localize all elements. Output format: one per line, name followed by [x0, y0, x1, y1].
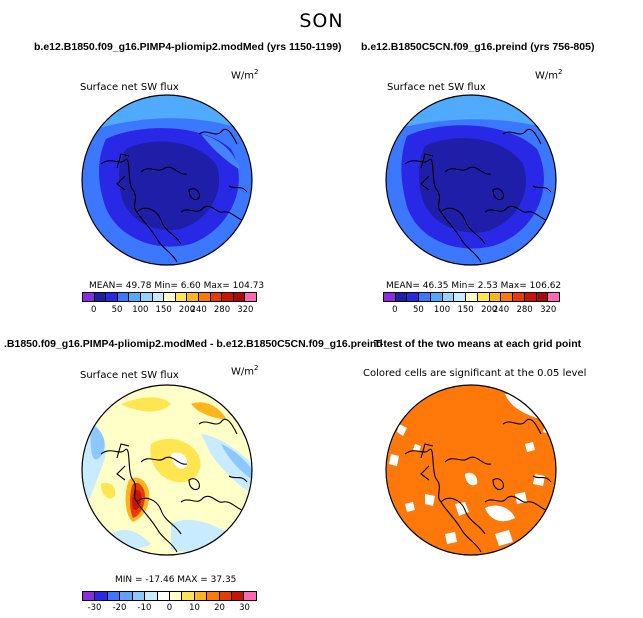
- colorbar-cell: [157, 592, 170, 600]
- colorbar-cell: [489, 293, 502, 301]
- colorbar-ticks-bottom-left: -30 -20 -10 0 10 20 30: [82, 603, 257, 615]
- colorbar-cells-top-left: [82, 292, 257, 302]
- colorbar-tick-label: -10: [137, 603, 152, 613]
- colorbar-tick-label: 20: [214, 603, 225, 613]
- colorbar-cell: [145, 592, 158, 600]
- colorbar-cell: [244, 592, 256, 600]
- colorbar-tick-label: 0: [166, 603, 173, 613]
- panel-title-bottom-right: T-test of the two means at each grid poi…: [374, 338, 582, 350]
- colorbar-cell: [175, 293, 188, 301]
- colorbar-cell: [232, 592, 245, 600]
- colorbar-cell: [501, 293, 514, 301]
- panel-title-top-left: b.e12.B1850.f09_g16.PIMP4-pliomip2.modMe…: [34, 41, 342, 53]
- colorbar-cell: [187, 293, 199, 301]
- colorbar-cell: [198, 293, 211, 301]
- colorbar-cell: [513, 293, 525, 301]
- colorbar-top-right: 0 50 100 150 200 240 280 320: [383, 292, 560, 315]
- colorbar-tick-label: 50: [111, 305, 123, 315]
- units-label-top-right: W/m2: [535, 68, 563, 82]
- colorbar-top-left: 0 50 100 150 200 240 280 320: [82, 292, 257, 315]
- colorbar-tick-label: 0: [392, 305, 398, 315]
- colorbar-tick-label: 320: [237, 305, 254, 315]
- colorbar-cell: [384, 293, 396, 301]
- stats-bottom-left: MIN = -17.46 MAX = 37.35: [115, 575, 237, 585]
- colorbar-tick-label: 240: [190, 305, 207, 315]
- colorbar-cell: [83, 592, 96, 600]
- colorbar-tick-label: 100: [132, 305, 149, 315]
- colorbar-bottom-left: -30 -20 -10 0 10 20 30: [82, 591, 257, 613]
- colorbar-tick-label: 100: [433, 305, 451, 315]
- significance-note: Colored cells are significant at the 0.0…: [363, 368, 587, 379]
- colorbar-cell: [106, 293, 118, 301]
- stats-top-right: MEAN= 46.35 Min= 2.53 Max= 106.62: [386, 281, 562, 291]
- colorbar-cell: [245, 293, 256, 301]
- colorbar-cell: [466, 293, 478, 301]
- colorbar-tick-label: 0: [90, 305, 97, 315]
- colorbar-tick-label: 320: [540, 305, 557, 315]
- colorbar-cell: [182, 592, 195, 600]
- colorbar-cell: [107, 592, 121, 600]
- colorbar-cell: [524, 293, 537, 301]
- variable-label-top-right: Surface net SW flux: [387, 82, 486, 93]
- colorbar-cell: [407, 293, 420, 301]
- colorbar-cell: [477, 293, 490, 301]
- colorbar-cell: [169, 592, 183, 600]
- colorbar-cell: [442, 293, 455, 301]
- colorbar-cell: [129, 293, 141, 301]
- colorbar-cell: [419, 293, 431, 301]
- colorbar-ticks-top-right: 0 50 100 150 200 240 280 320: [383, 305, 560, 317]
- panel-title-bottom-left: .B1850.f09_g16.PIMP4-pliomip2.modMed - b…: [4, 338, 383, 350]
- colorbar-tick-label: -20: [112, 603, 127, 613]
- colorbar-cells-bottom-left: [82, 591, 257, 601]
- units-label-bottom-left: W/m2: [231, 364, 259, 378]
- colorbar-tick-label: 150: [457, 305, 474, 315]
- colorbar-cell: [210, 293, 223, 301]
- colorbar-cell: [164, 293, 176, 301]
- colorbar-cell: [120, 592, 133, 600]
- units-label-top-left: W/m2: [231, 68, 259, 82]
- colorbar-tick-label: 280: [213, 305, 231, 315]
- colorbar-tick-label: 30: [239, 603, 250, 613]
- colorbar-cell: [222, 293, 234, 301]
- figure-super-title: SON: [299, 10, 344, 32]
- variable-label-bottom-left: Surface net SW flux: [80, 370, 179, 381]
- colorbar-tick-label: 240: [492, 305, 510, 315]
- colorbar-tick-label: 150: [155, 305, 172, 315]
- polar-map-bottom-right: [385, 384, 557, 556]
- colorbar-tick-label: -30: [87, 603, 102, 613]
- colorbar-cell: [117, 293, 130, 301]
- colorbar-cell: [233, 293, 246, 301]
- colorbar-cell: [219, 592, 233, 600]
- colorbar-cell: [536, 293, 549, 301]
- panel-title-top-right: b.e12.B1850C5CN.f09_g16.preind (yrs 756-…: [361, 41, 595, 53]
- colorbar-cell: [454, 293, 467, 301]
- colorbar-tick-label: 200: [481, 305, 498, 315]
- colorbar-cell: [430, 293, 443, 301]
- colorbar-cell: [95, 592, 108, 600]
- polar-map-top-left: [81, 94, 253, 266]
- variable-label-top-left: Surface net SW flux: [80, 82, 179, 93]
- colorbar-ticks-top-left: 0 50 100 150 200 240 280 320: [82, 305, 257, 317]
- polar-map-bottom-left: [81, 384, 253, 556]
- colorbar-cell: [94, 293, 107, 301]
- colorbar-cell: [395, 293, 408, 301]
- colorbar-tick-label: 200: [178, 305, 196, 315]
- colorbar-tick-label: 280: [516, 305, 533, 315]
- colorbar-cell: [140, 293, 153, 301]
- colorbar-cell: [132, 592, 146, 600]
- colorbar-cell: [548, 293, 560, 301]
- colorbar-cell: [207, 592, 220, 600]
- colorbar-tick-label: 10: [189, 603, 200, 613]
- polar-map-top-right: [385, 94, 557, 266]
- colorbar-tick-label: 50: [412, 305, 424, 315]
- colorbar-cell: [83, 293, 95, 301]
- colorbar-cell: [152, 293, 165, 301]
- stats-top-left: MEAN= 49.78 Min= 6.60 Max= 104.73: [89, 281, 265, 291]
- colorbar-cells-top-right: [383, 292, 560, 302]
- colorbar-cell: [194, 592, 208, 600]
